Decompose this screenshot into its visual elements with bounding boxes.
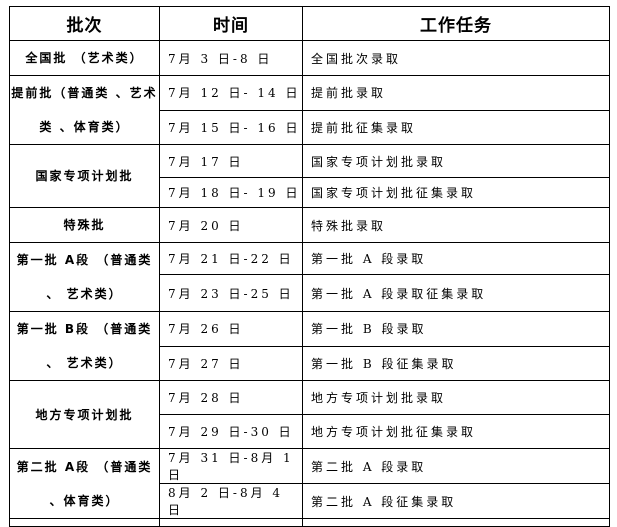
time-cell: 8月 2 日-8月 4 日 xyxy=(159,483,303,519)
time-cell: 7月 3 日-8 日 xyxy=(159,40,303,76)
task-cell: 第二批 A 段征集录取 xyxy=(302,483,610,519)
task-cell: 第一批 B 段录取 xyxy=(302,311,610,347)
table-row: 7月 18 日- 19 日国家专项计划批征集录取 xyxy=(10,177,610,208)
time-cell: 7月 15 日- 16 日 xyxy=(159,109,303,145)
table-row: 第一批 A段 （普通类 、 艺术类） 7月 21 日-22 日第一批 A 段录取 xyxy=(9,241,610,312)
task-cell: 提前批录取 xyxy=(302,75,610,111)
time-cell: 7月 17 日 xyxy=(159,144,303,178)
table-row: 第一批 B段 （普通类 、 艺术类） 7月 26 日第一批 B 段录取 xyxy=(9,311,610,381)
batch-cell: 国家专项计划批 xyxy=(9,144,160,208)
batch-cell: 特殊批 xyxy=(9,207,160,243)
time-cell: 7月 26 日 xyxy=(159,311,303,347)
batch-cell: 第二批 A段 （普通类 、体育类） xyxy=(9,448,160,519)
task-cell: 地方专项计划批征集录取 xyxy=(302,414,610,449)
table-row: 7月 27 日第一批 B 段征集录取 xyxy=(10,345,610,381)
table-row: 7月 23 日-25 日第一批 A 段录取征集录取 xyxy=(10,274,610,312)
batch-cell: 第一批 B段 （普通类 、 艺术类） xyxy=(9,311,160,381)
time-cell: 7月 18 日- 19 日 xyxy=(159,177,303,208)
task-cell: 地方专项计划批录取 xyxy=(302,380,610,415)
task-cell: 国家专项计划批征集录取 xyxy=(302,177,610,208)
time-cell: 7月 28 日 xyxy=(159,380,303,415)
time-cell: 7月 23 日-25 日 xyxy=(159,274,303,312)
time-cell: 7月 27 日 xyxy=(159,345,303,381)
task-cell: 国家专项计划批录取 xyxy=(302,144,610,178)
table-row: 提前批（普通类 、艺术类 、体育类） 7月 12 日- 14 日提前批录取 xyxy=(9,75,610,145)
table-header-row: 批次 时间 工作任务 xyxy=(9,6,610,41)
time-cell: 7月 21 日-22 日 xyxy=(159,241,303,276)
batch-cell: 全国批 （艺术类） xyxy=(9,40,160,76)
table-row: 7月 15 日- 16 日提前批征集录取 xyxy=(10,109,610,145)
batch-cell: 第一批 A段 （普通类 、 艺术类） xyxy=(9,242,160,312)
task-cell: 第一批 A 段录取 xyxy=(302,241,610,276)
header-task: 工作任务 xyxy=(302,6,610,41)
batch-cell: 提前批（普通类 、艺术类 、体育类） xyxy=(9,75,160,145)
header-time: 时间 xyxy=(159,6,303,41)
task-cell: 第二批 A 段录取 xyxy=(302,448,610,484)
header-batch: 批次 xyxy=(9,6,160,41)
table-row: 地方专项计划批 7月 28 日地方专项计划批录取 xyxy=(9,380,610,449)
time-cell: 7月 29 日-30 日 xyxy=(159,414,303,449)
table-row: 特殊批 7月 20 日特殊批录取 xyxy=(9,207,610,243)
time-cell: 7月 31 日-8月 1 日 xyxy=(159,448,303,484)
admission-schedule-table: 批次 时间 工作任务 全国批 （艺术类） 7月 3 日-8 日全国批次录取 提前批（… xyxy=(9,6,610,527)
task-cell: 提前批征集录取 xyxy=(302,109,610,145)
task-cell: 第一批 B 段征集录取 xyxy=(302,345,610,381)
task-cell: 特殊批录取 xyxy=(302,207,610,243)
table-row-partial xyxy=(9,518,610,527)
table-row: 7月 29 日-30 日地方专项计划批征集录取 xyxy=(10,414,610,449)
table-row: 国家专项计划批 7月 17 日国家专项计划批录取 xyxy=(9,144,610,208)
table-row: 全国批 （艺术类） 7月 3 日-8 日全国批次录取 xyxy=(9,40,610,76)
time-cell: 7月 12 日- 14 日 xyxy=(159,75,303,111)
table-row: 第二批 A段 （普通类 、体育类） 7月 31 日-8月 1 日第二批 A 段录取 xyxy=(9,448,610,519)
batch-cell: 地方专项计划批 xyxy=(9,380,160,449)
task-cell: 全国批次录取 xyxy=(302,40,610,76)
task-cell: 第一批 A 段录取征集录取 xyxy=(302,274,610,312)
time-cell: 7月 20 日 xyxy=(159,207,303,243)
